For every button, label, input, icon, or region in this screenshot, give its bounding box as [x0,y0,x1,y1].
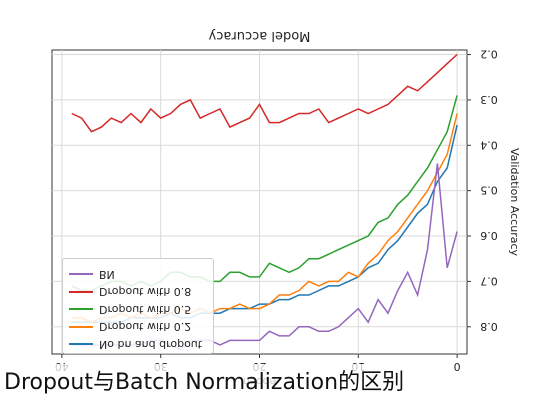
y-tick-label: 0.4 [480,138,498,151]
y-tick-label: 0.5 [480,184,498,197]
y-tick-label: 0.2 [480,48,498,61]
legend-item: BN [63,266,213,284]
y-tick-label: 0.3 [480,93,498,106]
legend-swatch [69,273,93,276]
legend-swatch [69,308,93,311]
legend-item: Dropout with 0.2 [63,318,213,336]
legend-label: Dropout with 0.5 [99,302,192,316]
legend-swatch [69,290,93,293]
x-tick-label: 0 [454,360,461,373]
chart-legend: No bn and dropout Dropout with 0.2 Dropout… [62,258,214,354]
y-axis-label: Validation Accuracy [508,148,521,257]
legend-label: No bn and dropout [99,337,203,351]
series-line [71,53,458,133]
y-tick-label: 0.7 [480,274,498,287]
legend-item: No bn and dropout [63,336,213,354]
y-tick-label: 0.8 [480,320,498,333]
legend-label: BN [99,267,115,281]
legend-label: Dropout with 0.8 [99,285,192,299]
legend-item: Dropout with 0.8 [63,283,213,301]
legend-label: Dropout with 0.2 [99,320,192,334]
legend-swatch [69,325,93,328]
legend-swatch [69,343,93,346]
y-tick-label: 0.6 [480,229,498,242]
caption: Dropout与Batch Normalization的区别 [4,364,405,396]
legend-item: Dropout with 0.5 [63,301,213,319]
chart-title: Model accuracy [208,28,310,43]
